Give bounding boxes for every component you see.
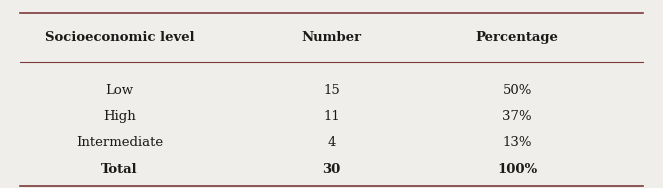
Text: Number: Number bbox=[302, 31, 361, 44]
Text: 13%: 13% bbox=[503, 136, 532, 149]
Text: 4: 4 bbox=[328, 136, 335, 149]
Text: 50%: 50% bbox=[503, 84, 532, 97]
Text: Socioeconomic level: Socioeconomic level bbox=[44, 31, 194, 44]
Text: Total: Total bbox=[101, 163, 138, 176]
Text: Intermediate: Intermediate bbox=[76, 136, 163, 149]
Text: 37%: 37% bbox=[503, 110, 532, 123]
Text: 100%: 100% bbox=[497, 163, 537, 176]
Text: 30: 30 bbox=[322, 163, 341, 176]
Text: Percentage: Percentage bbox=[476, 31, 558, 44]
Text: High: High bbox=[103, 110, 136, 123]
Text: 11: 11 bbox=[323, 110, 340, 123]
Text: 15: 15 bbox=[323, 84, 340, 97]
Text: Low: Low bbox=[105, 84, 133, 97]
